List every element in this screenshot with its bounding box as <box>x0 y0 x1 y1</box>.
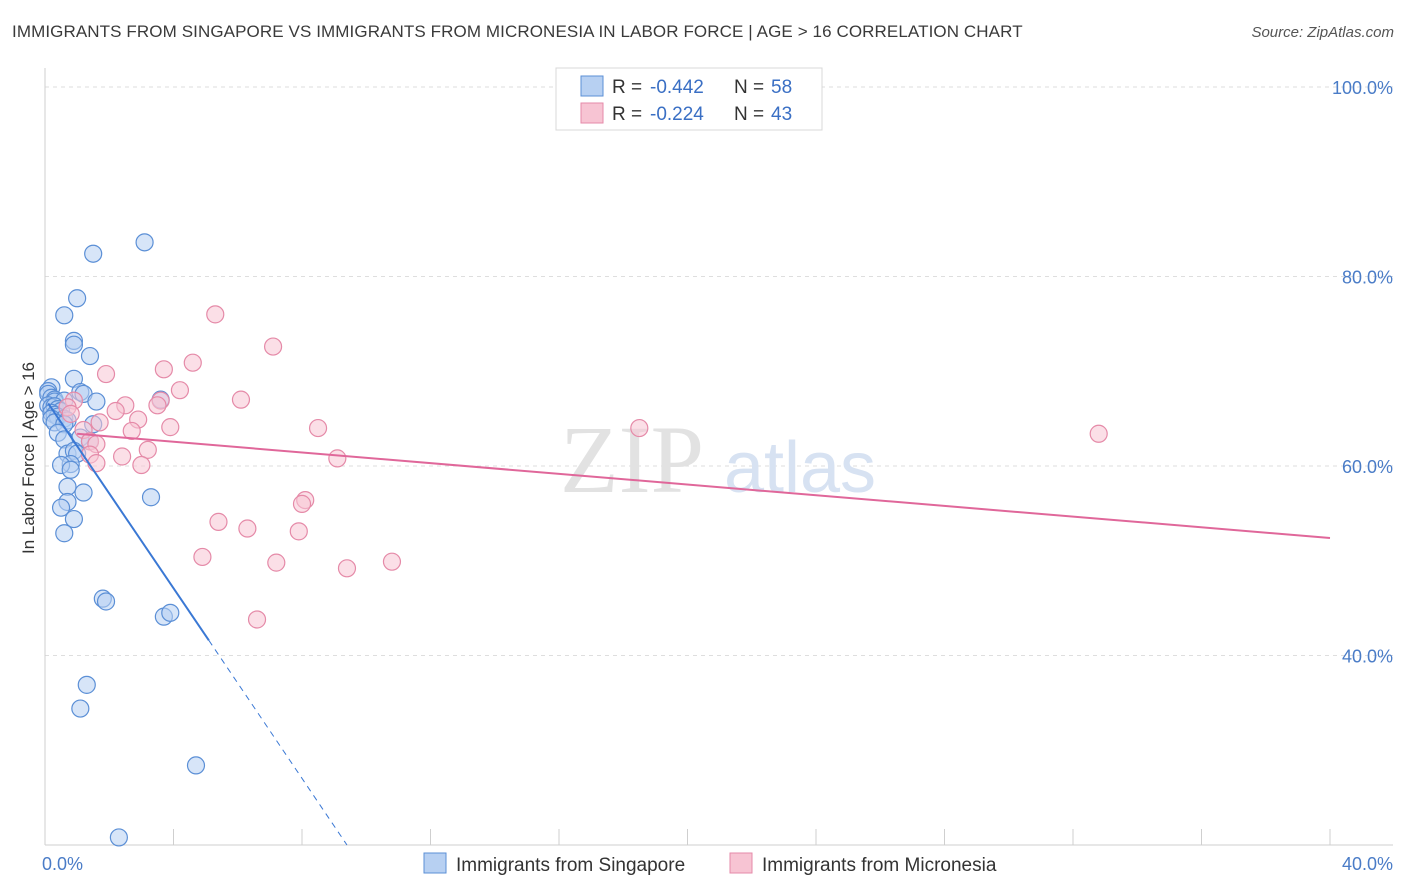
y-tick-label: 80.0% <box>1342 267 1393 287</box>
data-point-singapore <box>135 233 154 252</box>
watermark-atlas: atlas <box>724 428 876 508</box>
data-point-micronesia <box>206 305 225 324</box>
legend-n-value: 43 <box>771 104 792 125</box>
data-point-micronesia <box>87 454 106 473</box>
series-singapore-points <box>39 233 206 847</box>
y-tick-label: 100.0% <box>1332 78 1393 98</box>
legend-r-value: -0.224 <box>650 104 704 125</box>
data-point-singapore <box>64 335 84 354</box>
data-point-singapore <box>141 488 161 507</box>
y-tick-label: 60.0% <box>1342 457 1393 477</box>
data-point-micronesia <box>170 381 190 400</box>
legend: R = -0.442 N = 58 R = -0.224 N = 43 <box>555 67 823 131</box>
data-point-singapore <box>186 756 206 775</box>
data-point-micronesia <box>231 390 251 409</box>
data-point-singapore <box>58 477 77 496</box>
bottom-legend-swatch-micronesia <box>729 852 753 874</box>
data-point-singapore <box>77 675 96 694</box>
legend-n-value: 58 <box>771 77 792 98</box>
data-point-singapore <box>87 392 106 411</box>
data-point-micronesia <box>328 449 347 468</box>
data-point-micronesia <box>263 337 283 356</box>
data-point-singapore <box>55 524 74 543</box>
trend-line-micronesia <box>77 432 1331 539</box>
watermark-zip: ZIP <box>560 406 704 513</box>
data-point-singapore <box>96 592 116 611</box>
data-point-micronesia <box>138 440 157 459</box>
bottom-legend-swatch-singapore <box>423 852 447 874</box>
axes <box>44 68 1393 846</box>
bottom-legend: Immigrants from Singapore Immigrants fro… <box>423 852 997 876</box>
data-point-singapore <box>74 483 93 502</box>
data-point-micronesia <box>630 418 649 438</box>
chart-title: IMMIGRANTS FROM SINGAPORE VS IMMIGRANTS … <box>12 22 1023 41</box>
y-axis-label: In Labor Force | Age > 16 <box>19 362 38 554</box>
data-point-singapore <box>55 306 74 325</box>
trend-line-singapore <box>47 402 210 641</box>
data-point-micronesia <box>292 494 312 513</box>
trend-lines <box>47 402 1331 846</box>
data-point-micronesia <box>154 360 173 379</box>
data-point-micronesia <box>96 364 116 384</box>
data-point-singapore <box>161 603 180 622</box>
legend-n-label: N = <box>734 77 769 98</box>
legend-r-label: R = <box>612 104 647 125</box>
data-point-micronesia <box>183 353 202 372</box>
data-point-micronesia <box>122 421 141 441</box>
bottom-legend-micronesia: Immigrants from Micronesia <box>762 855 997 876</box>
data-point-singapore <box>51 498 71 517</box>
legend-r-value: -0.442 <box>650 77 704 98</box>
legend-swatch-micronesia <box>580 102 604 124</box>
bottom-legend-singapore: Immigrants from Singapore <box>456 855 685 876</box>
source-credit: Source: ZipAtlas.com <box>1251 24 1394 41</box>
x-tick-labels: 0.0% 40.0% <box>42 854 1393 874</box>
legend-r-label: R = <box>612 77 647 98</box>
data-point-micronesia <box>209 512 228 531</box>
data-point-micronesia <box>193 547 212 567</box>
data-point-micronesia <box>106 401 125 421</box>
data-point-micronesia <box>61 404 80 423</box>
x-tick-label: 40.0% <box>1342 854 1393 874</box>
data-point-micronesia <box>132 455 151 475</box>
data-point-micronesia <box>1089 424 1108 443</box>
gridlines <box>45 86 1393 656</box>
y-tick-label: 40.0% <box>1342 646 1393 666</box>
legend-row-micronesia: R = -0.224 N = 43 <box>612 104 792 125</box>
data-point-micronesia <box>112 447 132 466</box>
data-point-singapore <box>80 346 100 366</box>
data-point-singapore <box>84 244 103 263</box>
data-point-micronesia <box>148 396 167 415</box>
x-tick-label: 0.0% <box>42 854 83 874</box>
data-point-micronesia <box>267 553 286 572</box>
data-point-micronesia <box>247 610 267 629</box>
trend-line-singapore-extension <box>208 640 348 846</box>
y-tick-labels: 100.0% 80.0% 60.0% 40.0% <box>1332 78 1393 667</box>
data-point-micronesia <box>90 413 109 432</box>
legend-row-singapore: R = -0.442 N = 58 <box>612 77 792 98</box>
data-point-micronesia <box>308 418 328 438</box>
data-point-singapore <box>68 289 87 308</box>
legend-swatch-singapore <box>580 75 604 97</box>
series-micronesia-points <box>58 305 1108 629</box>
data-point-micronesia <box>161 418 180 437</box>
data-point-singapore <box>64 509 84 529</box>
data-point-singapore <box>71 699 90 718</box>
data-point-singapore <box>109 828 128 847</box>
data-point-micronesia <box>289 522 308 541</box>
legend-n-label: N = <box>734 104 769 125</box>
data-point-singapore <box>61 460 80 479</box>
data-point-micronesia <box>382 552 402 571</box>
data-point-micronesia <box>238 519 257 538</box>
data-point-micronesia <box>337 559 357 578</box>
